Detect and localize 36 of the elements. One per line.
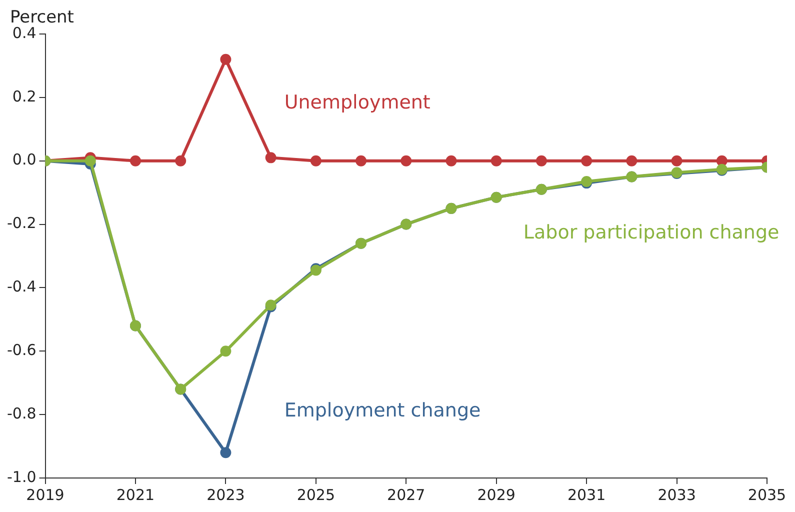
point — [84, 155, 96, 166]
x-tick-label: 2027 — [387, 486, 426, 504]
x-tick-label: 2021 — [116, 486, 155, 504]
x-tick-label: 2031 — [567, 486, 606, 504]
point — [446, 155, 457, 166]
point — [490, 155, 502, 166]
text: Employment change — [284, 399, 481, 422]
y-tick-label: -1.0 — [6, 468, 36, 486]
point — [265, 152, 276, 164]
point — [175, 155, 186, 166]
y-tick-label: -0.6 — [6, 341, 36, 360]
x-tick-label: 2035 — [748, 486, 786, 504]
y-tick-label: -0.8 — [6, 404, 36, 422]
x-tick-label: 2025 — [296, 486, 336, 504]
y-tick-label: 0.0 — [12, 150, 36, 169]
point — [310, 155, 322, 166]
point — [716, 155, 728, 166]
series-label: Labor participation change — [523, 222, 780, 244]
x-tick-label: 2033 — [658, 486, 696, 504]
x-tick-label: 2029 — [477, 486, 516, 504]
point — [356, 155, 367, 166]
point — [626, 155, 638, 166]
point — [581, 155, 592, 166]
y-tick-label: 0.2 — [12, 87, 36, 106]
series-label: Unemployment — [284, 92, 430, 114]
x-tick-label: 2023 — [206, 486, 245, 504]
point — [220, 54, 232, 65]
point — [400, 155, 412, 166]
y-tick-label: -0.4 — [6, 278, 36, 296]
x-tick-label: 2019 — [26, 486, 64, 504]
point — [671, 155, 682, 166]
y-tick-label: -0.2 — [6, 214, 36, 232]
point — [220, 346, 232, 357]
point — [536, 155, 547, 166]
point — [220, 447, 232, 458]
point — [130, 155, 141, 166]
